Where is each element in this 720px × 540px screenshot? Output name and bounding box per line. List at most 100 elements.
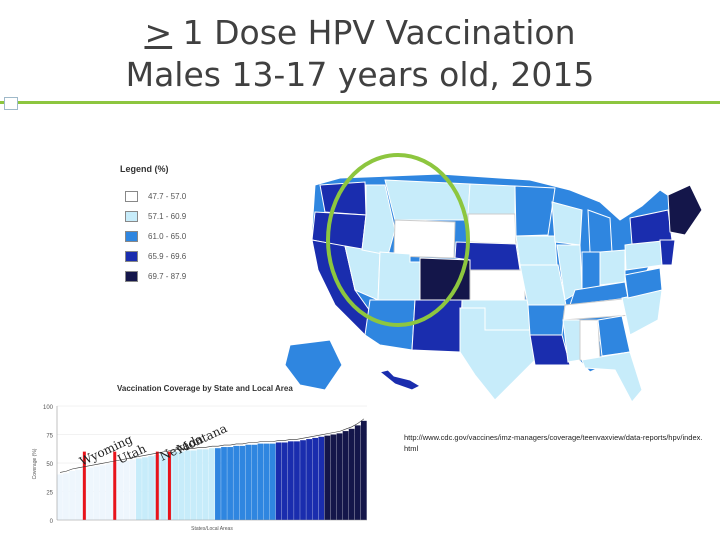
state-florida [581, 351, 643, 403]
state-indiana [581, 251, 601, 291]
y-axis-label: Coverage (%) [32, 448, 38, 479]
legend-item: 69.7 - 87.9 [125, 270, 186, 282]
bar [306, 439, 312, 520]
bar [57, 474, 63, 520]
bar [336, 433, 343, 520]
bar [300, 440, 306, 520]
bar [281, 442, 288, 520]
y-tick-label: 50 [46, 462, 53, 468]
legend-range-label: 65.9 - 69.6 [148, 251, 187, 261]
bar [324, 435, 331, 520]
bar [360, 420, 367, 520]
y-tick-label: 0 [50, 519, 54, 525]
legend-swatch [125, 210, 138, 222]
legend-item: 47.7 - 57.0 [125, 190, 186, 202]
bar [117, 461, 124, 520]
state-texas [459, 307, 536, 401]
bar [105, 464, 112, 520]
slide-title: > 1 Dose HPV Vaccination Males 13-17 yea… [0, 12, 720, 96]
state-new-england [667, 184, 703, 236]
state-montana [384, 179, 471, 221]
bar [342, 431, 349, 520]
legend-item: 65.9 - 69.6 [125, 250, 186, 262]
bar [142, 457, 148, 520]
bar [318, 436, 325, 520]
y-tick-label: 75 [46, 434, 53, 440]
state-ohio [599, 249, 626, 286]
y-tick-label: 100 [43, 405, 54, 411]
bar [287, 441, 294, 520]
bar [148, 456, 154, 520]
bar [330, 434, 337, 520]
bar [75, 469, 82, 520]
bar [69, 470, 75, 520]
bar [312, 437, 319, 520]
state-kansas [469, 269, 526, 301]
state-alaska [284, 339, 343, 391]
bar-chart-svg: 100 75 50 25 0 Coverage (%) States/Local Areas… [32, 405, 367, 532]
legend-swatch [125, 270, 138, 282]
y-tick-label: 25 [46, 491, 53, 497]
bar [63, 473, 69, 520]
title-divider [0, 101, 720, 104]
bar [275, 442, 282, 520]
trend-line [59, 418, 365, 473]
bar [245, 444, 252, 520]
us-map-svg [284, 153, 703, 403]
bar [99, 465, 106, 520]
state-georgia [597, 315, 631, 357]
bar [257, 443, 264, 520]
bar [239, 445, 246, 520]
bar [178, 451, 185, 520]
legend-range-label: 69.7 - 87.9 [148, 271, 187, 281]
title-line-1: > 1 Dose HPV Vaccination [0, 12, 720, 54]
bar [208, 448, 215, 520]
title-line-1-text: 1 Dose HPV Vaccination [172, 13, 576, 52]
state-wyoming [393, 219, 456, 259]
state-pennsylvania [624, 239, 663, 271]
state-iowa [515, 235, 558, 266]
bar [221, 447, 227, 520]
title-line-2: Males 13-17 years old, 2015 [125, 55, 595, 94]
legend-range-label: 61.0 - 65.0 [148, 231, 187, 241]
bar [233, 445, 240, 520]
bar [227, 447, 233, 520]
bar [294, 441, 300, 520]
source-url: http://www.cdc.gov/vaccines/imz-managers… [404, 433, 703, 453]
legend-item: 61.0 - 65.0 [125, 230, 186, 242]
bar [263, 443, 270, 520]
x-axis-label: States/Local Areas [191, 526, 233, 532]
state-louisiana [529, 334, 571, 366]
state-north-dakota [467, 183, 516, 215]
bar [136, 458, 142, 520]
bar [202, 449, 209, 520]
bar [172, 451, 179, 520]
legend-range-label: 47.7 - 57.0 [148, 191, 187, 201]
state-wisconsin [551, 201, 583, 246]
highlight-circle [326, 153, 470, 327]
state-arkansas [527, 304, 566, 336]
coverage-bar-chart: Vaccination Coverage by State and Local … [22, 384, 372, 534]
bar [160, 453, 167, 520]
state-virginia [624, 267, 663, 299]
bar [269, 443, 276, 520]
bar [190, 450, 197, 520]
bar [123, 460, 130, 520]
greater-than-symbol: > [144, 13, 173, 52]
state-mid-atlantic [659, 239, 676, 266]
chart-title: Vaccination Coverage by State and Local … [117, 384, 293, 393]
legend-range-label: 57.1 - 60.9 [148, 211, 187, 221]
divider-marker [4, 97, 18, 110]
state-minnesota [514, 185, 556, 237]
state-hawaii [378, 369, 422, 391]
legend-swatch [125, 250, 138, 262]
state-south-dakota [467, 213, 517, 245]
legend-swatch [125, 230, 138, 242]
legend-swatch [125, 190, 138, 202]
bar [196, 449, 203, 520]
bar [93, 466, 100, 520]
state-alabama [579, 319, 601, 361]
bar [251, 444, 258, 520]
state-missouri [519, 264, 567, 306]
us-coverage-map [270, 140, 715, 410]
